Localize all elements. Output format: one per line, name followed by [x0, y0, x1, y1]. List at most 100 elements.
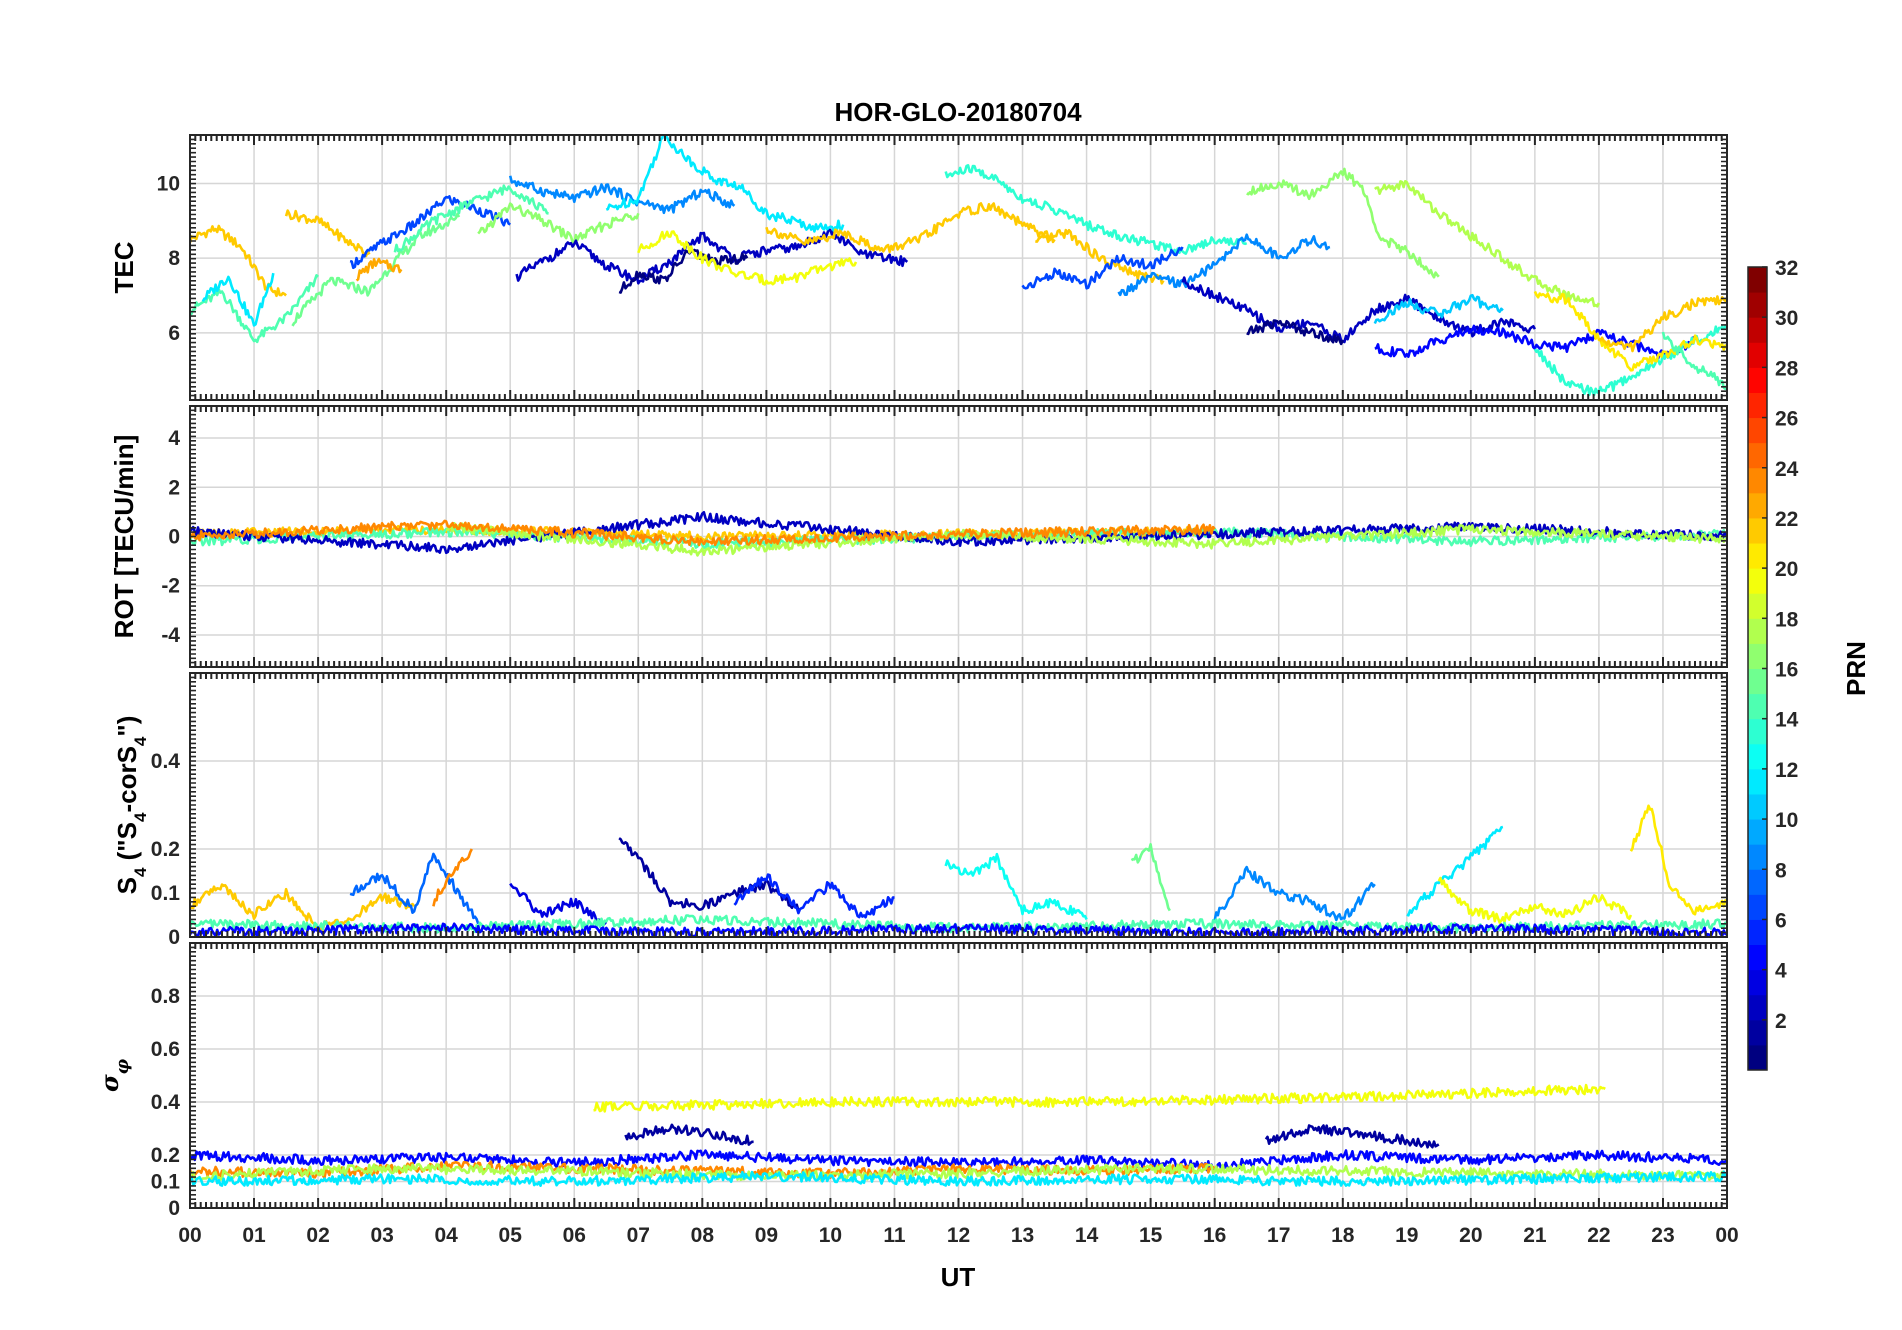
y-ticks	[190, 942, 1727, 1209]
colorbar-band	[1748, 442, 1767, 469]
series-line-prn-20	[1437, 876, 1633, 924]
series-line-prn-22	[190, 224, 287, 298]
colorbar-band	[1748, 643, 1767, 669]
series-line-prn-2	[1264, 1124, 1440, 1149]
series-line-prn-12	[605, 135, 845, 233]
x-tick-label: 00	[178, 1224, 201, 1247]
y-tick-label: 4	[168, 427, 180, 450]
y-axis-label: TEC	[109, 241, 139, 293]
colorbar-band	[1748, 517, 1767, 544]
y-tick-label: 0.2	[151, 1144, 180, 1167]
series-line-prn-1	[1246, 319, 1344, 346]
colorbar-tick-label: 2	[1775, 1010, 1787, 1033]
y-tick-label: 2	[168, 476, 180, 499]
colorbar-tick-label: 22	[1775, 508, 1798, 531]
colorbar-tick-label: 32	[1775, 257, 1798, 280]
series-line-prn-15	[393, 184, 549, 253]
colorbar-band	[1748, 593, 1767, 619]
series-line-prn-18	[1374, 180, 1601, 308]
colorbar-tick-label: 20	[1775, 558, 1798, 581]
x-tick-label: 12	[947, 1224, 970, 1247]
series-line-prn-24	[190, 519, 1216, 547]
x-tick-label: 04	[434, 1224, 458, 1247]
series-line-prn-13	[944, 852, 1088, 920]
x-tick-label: 15	[1139, 1224, 1163, 1247]
x-tick-label: 22	[1587, 1224, 1610, 1247]
y-axis-label: S4 ("S4-corS4")	[112, 716, 150, 895]
colorbar-band	[1748, 969, 1767, 996]
colorbar-band	[1748, 1019, 1767, 1046]
colorbar-band	[1748, 417, 1767, 444]
series-line-prn-12	[190, 1170, 1727, 1187]
x-tick-label: 00	[1715, 1224, 1738, 1247]
y-ticks	[190, 134, 1727, 401]
y-tick-label: 8	[168, 247, 180, 270]
series-line-prn-4	[509, 882, 608, 927]
y-tick-label: -4	[161, 624, 180, 647]
colorbar-band	[1748, 844, 1767, 870]
series-line-prn-2	[618, 837, 800, 911]
colorbar-label: PRN	[1841, 641, 1871, 696]
y-axis-label: σφ	[95, 1058, 133, 1092]
series-line-prn-9	[1117, 233, 1331, 297]
panel-1: -4 -2 0 2 4 ROT [TECU/min]	[109, 405, 1728, 668]
series-line-prn-20	[593, 1083, 1606, 1113]
x-tick-label: 10	[819, 1224, 842, 1247]
series-line-prn-15	[1661, 331, 1727, 391]
colorbar-band	[1748, 869, 1767, 895]
y-tick-label: -2	[161, 575, 180, 598]
series-line-prn-7	[1021, 246, 1184, 290]
colorbar-tick-label: 26	[1775, 408, 1798, 431]
colorbar-band	[1748, 267, 1767, 293]
x-tick-label: 03	[370, 1224, 393, 1247]
colorbar-band	[1748, 392, 1767, 419]
colorbar-band	[1748, 1044, 1767, 1071]
colorbar-tick-label: 4	[1775, 960, 1787, 983]
colorbar-band	[1748, 693, 1767, 720]
series-group	[190, 1083, 1727, 1187]
x-axis-label: UT	[941, 1262, 976, 1292]
x-tick-label: 09	[755, 1224, 778, 1247]
series-line-prn-18	[190, 1162, 1727, 1182]
panel-0: 6 8 10 TEC	[109, 134, 1728, 401]
colorbar-band	[1748, 793, 1767, 820]
panel-3: 0 0.1 0.2 0.4 0.6 0.8 σφ	[95, 942, 1728, 1220]
series-line-prn-21	[1629, 804, 1727, 916]
series-line-prn-9	[508, 175, 736, 215]
series-line-prn-9	[1213, 865, 1376, 922]
colorbar-band	[1748, 994, 1767, 1021]
colorbar-band	[1748, 618, 1767, 644]
colorbar-band	[1748, 568, 1767, 594]
colorbar-tick-label: 12	[1775, 759, 1798, 782]
y-tick-label: 6	[168, 322, 180, 345]
colorbar-band	[1748, 668, 1767, 695]
colorbar-band	[1748, 543, 1767, 569]
x-tick-label: 16	[1203, 1224, 1226, 1247]
series-line-prn-15	[190, 274, 319, 344]
series-line-prn-2	[624, 1123, 754, 1146]
series-line-prn-23	[355, 257, 403, 282]
colorbar-band	[1748, 718, 1767, 745]
y-ticks	[190, 405, 1727, 668]
series-line-prn-5	[190, 1149, 1727, 1172]
y-tick-label: 0.2	[151, 838, 180, 861]
y-ticks	[190, 672, 1727, 938]
y-tick-label: 0.4	[151, 750, 181, 773]
series-line-prn-22	[1597, 295, 1727, 353]
series-line-prn-20	[637, 230, 858, 286]
series-line-prn-12	[201, 272, 275, 327]
y-tick-label: 0	[168, 1197, 180, 1220]
x-tick-label: 01	[242, 1224, 266, 1247]
x-tick-label: 06	[563, 1224, 586, 1247]
series-line-prn-22	[1035, 228, 1165, 285]
series-line-prn-14	[944, 164, 1248, 255]
series-line-prn-12	[1406, 825, 1504, 917]
series-line-prn-3	[1181, 276, 1537, 344]
colorbar-band	[1748, 743, 1767, 770]
series-line-prn-17	[477, 202, 640, 244]
y-tick-label: 0.8	[151, 985, 181, 1008]
series-line-prn-3	[515, 227, 909, 285]
series-line-prn-8	[349, 852, 480, 925]
colorbar-band	[1748, 919, 1767, 946]
